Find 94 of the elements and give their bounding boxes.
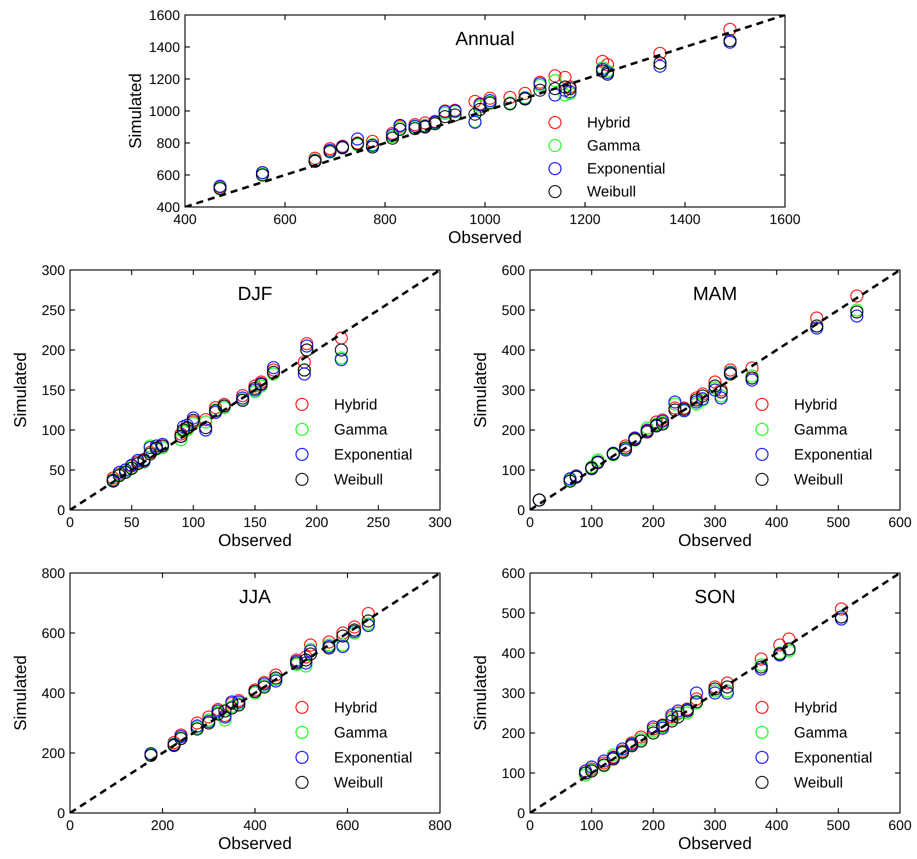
y-tick-label: 400: [502, 342, 526, 358]
y-tick-label: 100: [502, 462, 526, 478]
y-tick-label: 1000: [148, 103, 180, 119]
legend-label: Exponential: [334, 749, 412, 766]
y-tick-label: 0: [57, 805, 66, 821]
y-tick-label: 500: [502, 302, 526, 318]
legend-label: Weibull: [794, 774, 843, 792]
y-axis-title: Simulated: [126, 73, 145, 149]
x-tick-label: 50: [124, 514, 140, 530]
legend-label: Exponential: [794, 446, 872, 464]
y-tick-label: 300: [502, 685, 526, 701]
x-tick-label: 1600: [769, 211, 801, 227]
y-tick-label: 0: [517, 502, 526, 518]
y-tick-label: 600: [502, 262, 526, 278]
x-axis-title: Observed: [218, 834, 292, 853]
x-tick-label: 400: [764, 817, 789, 833]
legend-label: Hybrid: [794, 396, 838, 414]
y-axis-title: Simulated: [471, 352, 490, 428]
x-axis-title: Observed: [678, 531, 752, 550]
text: Annual: [455, 29, 515, 50]
x-axis-title: Observed: [448, 228, 522, 247]
x-tick-label: 300: [703, 817, 727, 833]
y-tick-label: 400: [502, 645, 526, 661]
x-tick-label: 600: [273, 211, 297, 227]
legend-label: Weibull: [334, 774, 383, 792]
text: MAM: [692, 284, 738, 305]
y-tick-label: 0: [517, 805, 526, 821]
y-tick-label: 200: [42, 745, 66, 761]
x-tick-label: 600: [888, 514, 912, 530]
legend-label: Gamma: [794, 421, 848, 438]
legend-label: Hybrid: [794, 699, 838, 716]
y-tick-label: 100: [42, 422, 66, 438]
y-tick-label: 200: [42, 342, 66, 358]
y-tick-label: 250: [42, 302, 66, 318]
x-tick-label: 500: [826, 514, 850, 530]
y-tick-label: 600: [42, 625, 66, 641]
y-tick-label: 150: [42, 382, 66, 398]
y-axis-title: Simulated: [11, 352, 30, 428]
text: JJA: [239, 587, 272, 608]
y-tick-label: 400: [42, 685, 66, 701]
y-axis-title: Simulated: [471, 655, 490, 731]
y-tick-label: 800: [156, 135, 180, 151]
x-tick-label: 200: [642, 817, 666, 833]
y-tick-label: 1600: [148, 7, 180, 23]
x-tick-label: 800: [428, 817, 452, 833]
legend-label: Gamma: [334, 421, 388, 438]
y-tick-label: 600: [156, 167, 180, 183]
legend-label: Weibull: [794, 471, 843, 488]
x-tick-label: 300: [703, 514, 727, 530]
legend-label: Hybrid: [587, 114, 630, 132]
x-tick-label: 200: [642, 514, 666, 530]
legend-label: Hybrid: [334, 699, 378, 716]
x-tick-label: 600: [888, 817, 912, 833]
y-axis-title: Simulated: [11, 655, 30, 731]
x-axis-title: Observed: [218, 531, 292, 550]
x-tick-label: 400: [764, 514, 789, 530]
legend-label: Gamma: [334, 724, 388, 742]
y-tick-label: 100: [502, 765, 526, 781]
x-tick-label: 1400: [669, 211, 701, 227]
y-tick-label: 0: [57, 502, 66, 518]
legend-label: Weibull: [587, 184, 636, 201]
text: DJF: [238, 284, 272, 305]
x-tick-label: 600: [336, 817, 360, 833]
x-tick-label: 200: [304, 514, 329, 530]
x-tick-label: 250: [366, 514, 390, 530]
x-tick-label: 800: [373, 211, 397, 227]
y-tick-label: 200: [502, 725, 526, 741]
y-tick-label: 300: [42, 262, 66, 278]
legend-label: Hybrid: [334, 396, 378, 414]
x-tick-label: 300: [428, 514, 452, 530]
y-tick-label: 50: [49, 462, 66, 478]
x-tick-label: 100: [182, 514, 206, 530]
legend-label: Weibull: [334, 471, 383, 488]
y-tick-label: 1400: [148, 39, 180, 55]
y-tick-label: 1200: [148, 71, 180, 87]
x-tick-label: 1200: [569, 211, 601, 227]
y-tick-label: 600: [502, 565, 526, 581]
x-tick-label: 400: [243, 817, 267, 833]
legend-label: Exponential: [587, 160, 666, 178]
x-tick-label: 100: [580, 514, 604, 530]
x-tick-label: 100: [580, 817, 604, 833]
x-axis-title: Observed: [678, 834, 752, 853]
y-tick-label: 500: [502, 605, 526, 621]
legend-label: Exponential: [334, 446, 412, 464]
y-tick-label: 800: [42, 565, 66, 581]
y-tick-label: 300: [502, 382, 526, 398]
x-tick-label: 500: [826, 817, 850, 833]
x-tick-label: 150: [243, 514, 267, 530]
legend-label: Gamma: [587, 138, 641, 155]
x-tick-label: 1000: [469, 211, 501, 227]
legend-label: Exponential: [794, 749, 872, 766]
legend-label: Gamma: [794, 724, 848, 742]
y-tick-label: 200: [502, 422, 526, 438]
text: SON: [694, 587, 736, 608]
